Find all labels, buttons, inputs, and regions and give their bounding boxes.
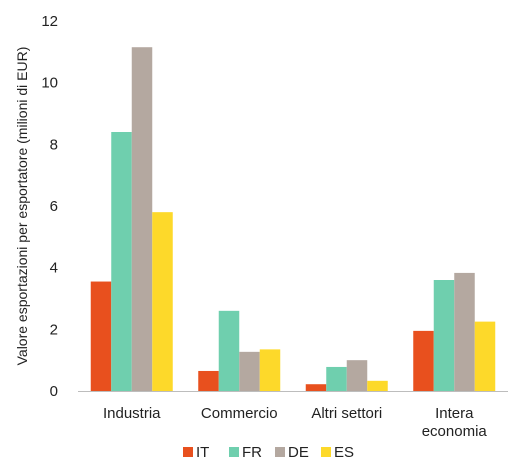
legend-swatch-de [275,447,285,457]
bar-fr [326,366,347,391]
bar-fr [218,310,240,391]
bar-fr [433,280,455,391]
y-tick-label: 12 [41,13,58,30]
y-tick-label: 10 [41,75,58,92]
y-tick-label: 0 [50,383,58,400]
bar-es [474,321,496,391]
y-tick-label: 8 [50,136,58,153]
bar-de [346,360,368,391]
bar-es [152,212,173,391]
bar-de [239,351,260,391]
bar-it [198,370,219,391]
bar-fr [111,132,132,391]
bar-de [131,47,153,391]
bar-es [259,349,281,391]
y-tick-label: 6 [50,198,58,215]
legend-swatch-it [183,447,193,457]
bar-es [367,380,388,391]
x-category-label: Intera economia [422,405,488,440]
legend-swatch-es [321,447,331,457]
bar-it [413,330,434,391]
legend-label-es: ES [334,444,354,461]
y-tick-label: 2 [50,321,58,338]
bar-de [454,272,475,391]
legend: IT FR DE ES [183,444,354,461]
x-category-label: Industria [103,405,161,422]
x-axis-categories: Industria Commercio Altri settori Intera eco… [103,405,487,440]
y-tick-label: 4 [50,260,58,277]
legend-label-fr: FR [242,444,262,461]
legend-swatch-fr [229,447,239,457]
bar-it [305,384,327,391]
x-category-label: Commercio [201,405,278,422]
y-axis-ticks: 0 2 4 6 8 10 12 [41,13,58,400]
bars [90,47,496,391]
bar-it [90,281,112,391]
x-category-label: Altri settori [311,405,382,422]
legend-label-de: DE [288,444,309,461]
legend-label-it: IT [196,444,209,461]
y-axis-label: Valore esportazioni per esportatore (mil… [14,47,30,366]
